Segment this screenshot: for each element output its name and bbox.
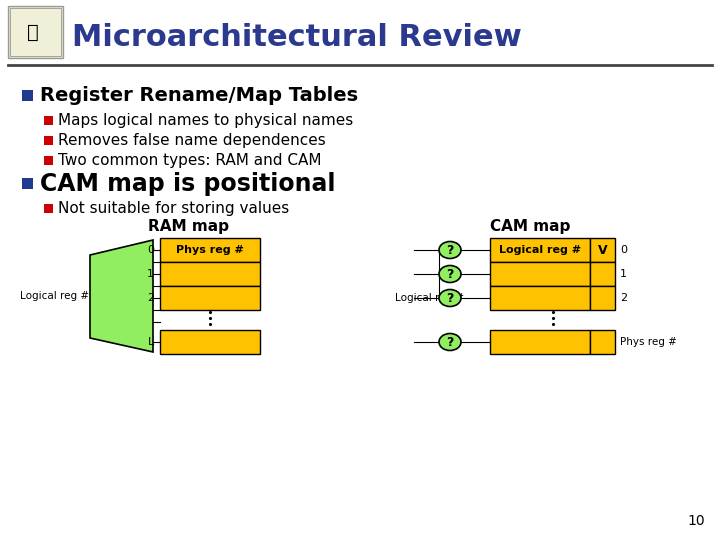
Bar xyxy=(590,330,615,354)
Bar xyxy=(490,262,590,286)
Bar xyxy=(160,330,260,354)
Ellipse shape xyxy=(439,334,461,350)
Text: 1: 1 xyxy=(147,269,154,279)
Text: 10: 10 xyxy=(688,514,705,528)
Bar xyxy=(44,204,53,213)
Text: ?: ? xyxy=(446,335,454,348)
Text: Logical reg #: Logical reg # xyxy=(499,245,581,255)
Text: Phys reg #: Phys reg # xyxy=(176,245,244,255)
Text: 2: 2 xyxy=(147,293,154,303)
Text: Register Rename/Map Tables: Register Rename/Map Tables xyxy=(40,86,358,105)
Text: ?: ? xyxy=(446,244,454,256)
Bar xyxy=(22,178,33,189)
Text: Phys reg #: Phys reg # xyxy=(620,337,677,347)
Ellipse shape xyxy=(439,289,461,307)
Text: ?: ? xyxy=(446,292,454,305)
Bar xyxy=(44,116,53,125)
Text: Not suitable for storing values: Not suitable for storing values xyxy=(58,201,289,216)
Text: 1: 1 xyxy=(620,269,627,279)
Bar xyxy=(490,330,590,354)
Ellipse shape xyxy=(439,266,461,282)
Bar xyxy=(160,262,260,286)
Bar xyxy=(10,8,61,56)
Bar xyxy=(490,286,590,310)
Ellipse shape xyxy=(439,241,461,259)
Bar xyxy=(160,238,260,262)
Bar xyxy=(590,238,615,262)
Polygon shape xyxy=(90,240,153,352)
Bar xyxy=(44,156,53,165)
Bar xyxy=(44,136,53,145)
Bar xyxy=(590,286,615,310)
Text: CAM map is positional: CAM map is positional xyxy=(40,172,336,195)
Text: Logical reg #: Logical reg # xyxy=(395,293,464,303)
Text: 2: 2 xyxy=(620,293,627,303)
Text: V: V xyxy=(598,244,607,256)
Bar xyxy=(490,238,590,262)
Text: 0: 0 xyxy=(147,245,154,255)
Text: Removes false name dependences: Removes false name dependences xyxy=(58,133,325,148)
Text: L: L xyxy=(148,337,154,347)
Text: Maps logical names to physical names: Maps logical names to physical names xyxy=(58,113,354,128)
Text: Two common types: RAM and CAM: Two common types: RAM and CAM xyxy=(58,153,322,168)
Bar xyxy=(22,90,33,101)
Text: Microarchitectural Review: Microarchitectural Review xyxy=(72,24,522,52)
Bar xyxy=(8,6,63,58)
Text: 🐄: 🐄 xyxy=(27,23,39,42)
Text: Logical reg #: Logical reg # xyxy=(20,291,89,301)
Bar xyxy=(590,262,615,286)
Text: 0: 0 xyxy=(620,245,627,255)
Text: ?: ? xyxy=(446,267,454,280)
Text: CAM map: CAM map xyxy=(490,219,570,233)
Text: RAM map: RAM map xyxy=(148,219,228,233)
Bar xyxy=(160,286,260,310)
